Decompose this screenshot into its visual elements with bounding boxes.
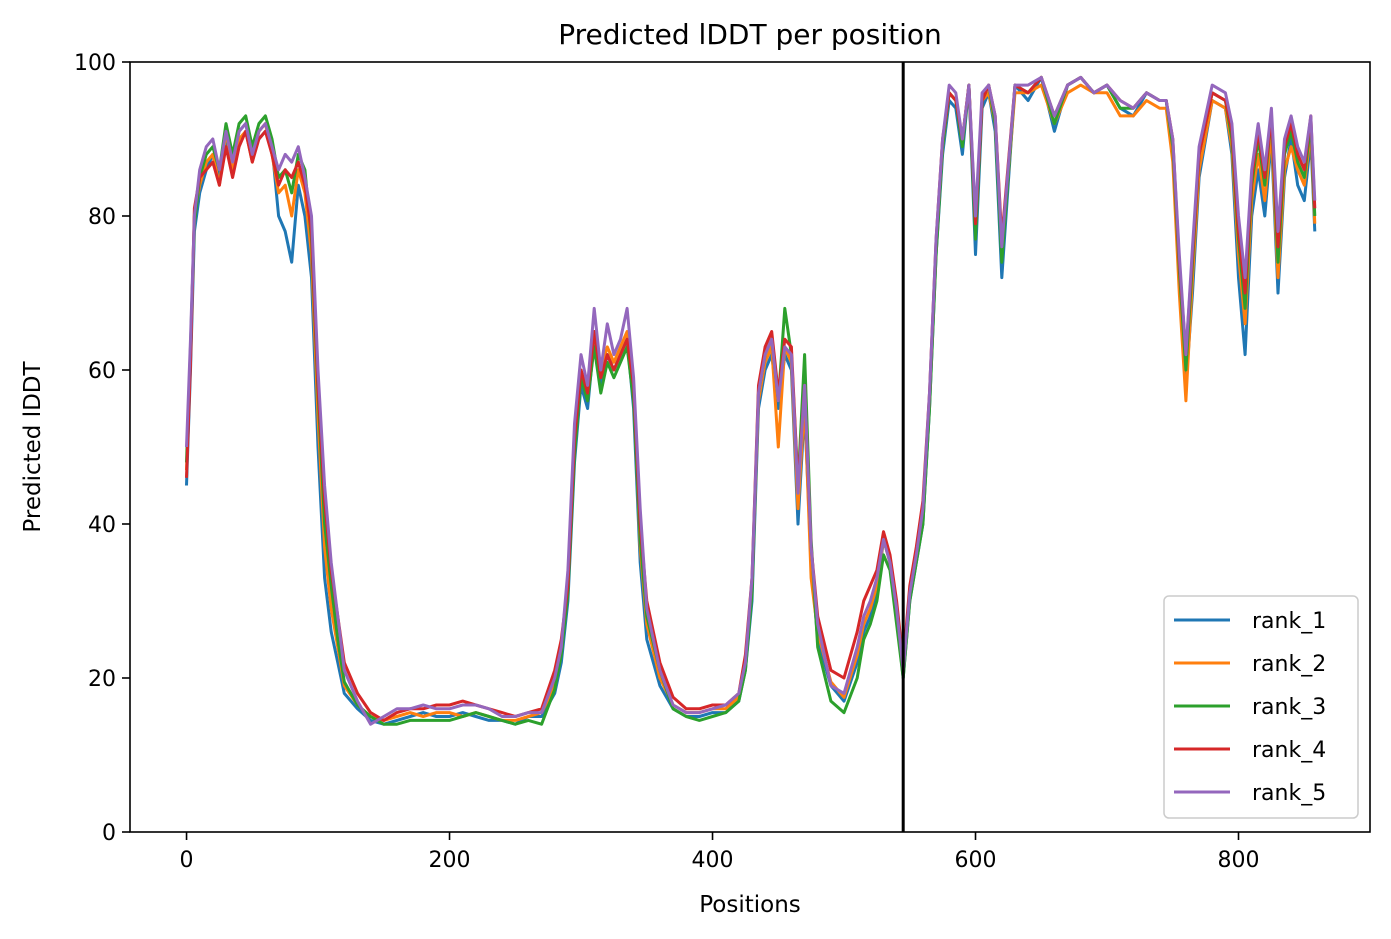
y-axis: 0 20 40 60 80 100 (74, 51, 130, 846)
y-tick-label: 80 (88, 205, 116, 230)
x-tick-label: 0 (180, 848, 194, 873)
y-axis-label: Predicted lDDT (20, 360, 46, 532)
series-line-rank_2 (185, 83, 1317, 722)
legend-label-rank_2: rank_2 (1252, 652, 1326, 677)
y-tick-label: 20 (88, 667, 116, 692)
x-tick-label: 600 (955, 848, 997, 873)
legend-label-rank_4: rank_4 (1252, 738, 1326, 763)
legend: rank_1 rank_2 rank_3 rank_4 rank_5 (1163, 595, 1359, 819)
y-tick-label: 40 (88, 513, 116, 538)
legend-label-rank_3: rank_3 (1252, 695, 1326, 720)
series-layer (185, 75, 1317, 726)
legend-label-rank_1: rank_1 (1252, 609, 1326, 634)
plot-frame (129, 61, 1371, 833)
chart-title: Predicted lDDT per position (558, 18, 942, 51)
x-axis: 0 200 400 600 800 (180, 832, 1260, 873)
x-axis-label: Positions (699, 892, 801, 918)
y-tick-label: 0 (102, 821, 116, 846)
plot-area (129, 61, 1371, 833)
x-tick-label: 400 (692, 848, 734, 873)
y-tick-label: 60 (88, 359, 116, 384)
x-tick-label: 800 (1218, 848, 1260, 873)
legend-label-rank_5: rank_5 (1252, 781, 1326, 806)
y-tick-label: 100 (74, 51, 116, 76)
x-tick-label: 200 (429, 848, 471, 873)
series-line-rank_1 (185, 75, 1317, 726)
legend-frame (1163, 595, 1359, 819)
series-line-rank_5 (185, 75, 1317, 726)
